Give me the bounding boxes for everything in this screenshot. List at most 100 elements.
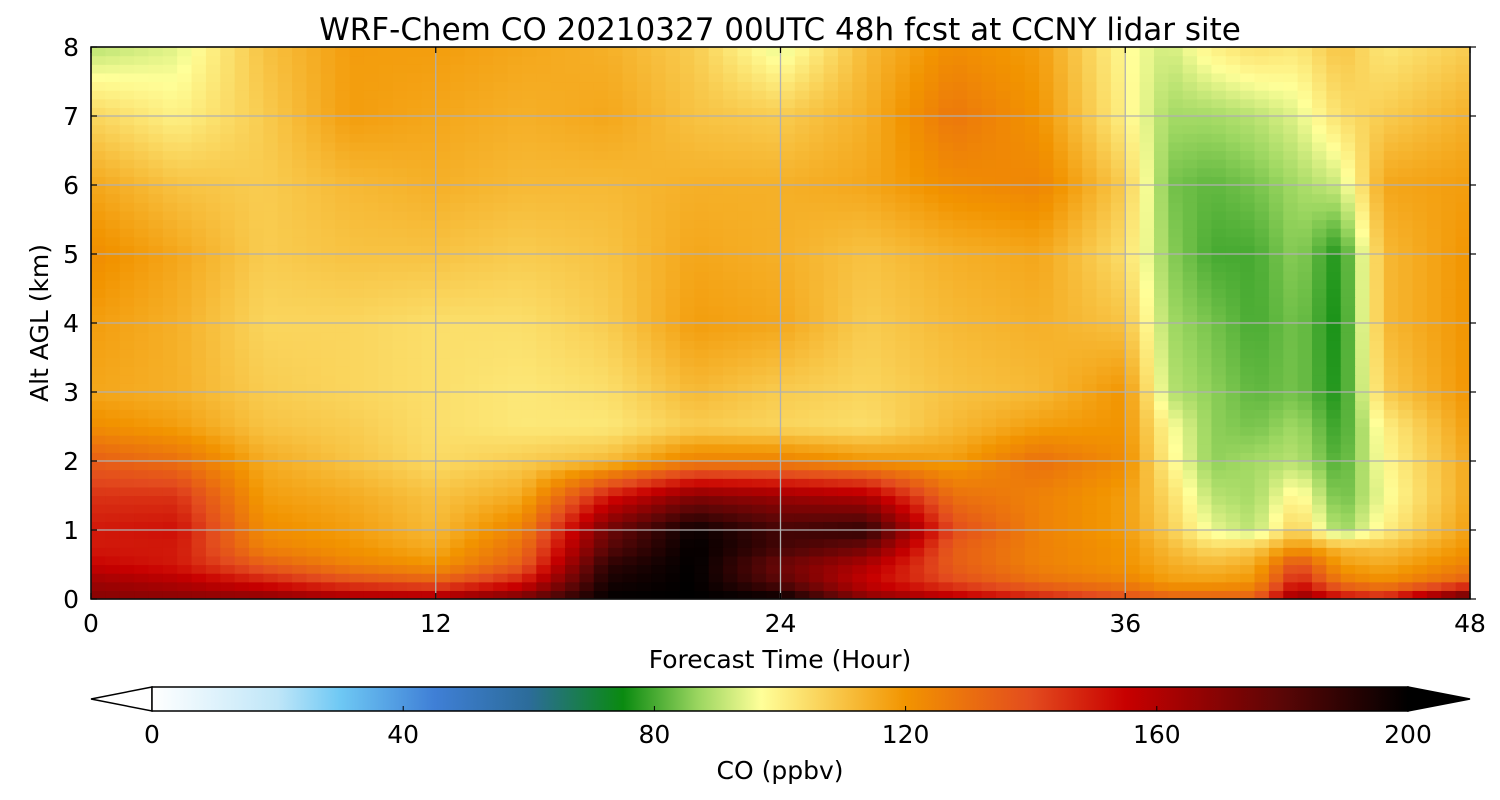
heatmap-cell [1197, 426, 1213, 436]
heatmap-cell [91, 521, 106, 531]
heatmap-cell [1067, 590, 1083, 599]
heatmap-cell [608, 176, 624, 186]
heatmap-cell [1240, 228, 1256, 238]
heatmap-cell [363, 202, 379, 212]
heatmap-cell [1355, 262, 1371, 272]
heatmap-cell [550, 504, 566, 514]
heatmap-cell [263, 271, 279, 281]
heatmap-cell [493, 435, 509, 445]
heatmap-cell [1254, 590, 1270, 599]
heatmap-cell [895, 348, 911, 359]
heatmap-cell [493, 417, 509, 428]
heatmap-cell [1024, 150, 1040, 160]
heatmap-cell [823, 150, 839, 160]
heatmap-cell [1082, 323, 1098, 333]
heatmap-cell [521, 331, 537, 341]
heatmap-cell [938, 357, 954, 367]
heatmap-cell [1225, 340, 1241, 350]
heatmap-cell [1455, 305, 1470, 315]
heatmap-cell [708, 357, 724, 367]
heatmap-cell [909, 564, 925, 574]
heatmap-cell [148, 176, 164, 186]
heatmap-cell [105, 409, 121, 419]
heatmap-cell [220, 512, 236, 522]
heatmap-cell [1340, 392, 1356, 402]
heatmap-cell [694, 219, 710, 229]
heatmap-cell [694, 581, 710, 591]
heatmap-cell [306, 435, 322, 445]
heatmap-cell [1110, 461, 1126, 471]
heatmap-cell [708, 228, 724, 238]
heatmap-cell [995, 486, 1011, 497]
heatmap-cell [191, 564, 207, 574]
heatmap-cell [1412, 512, 1428, 522]
heatmap-cell [162, 400, 178, 410]
heatmap-cell [995, 297, 1011, 307]
heatmap-cell [1240, 469, 1256, 479]
heatmap-cell [924, 521, 940, 531]
heatmap-cell [881, 426, 897, 436]
heatmap-cell [809, 590, 825, 599]
heatmap-cell [708, 236, 724, 246]
heatmap-cell [1067, 417, 1083, 428]
heatmap-cell [1240, 495, 1256, 505]
heatmap-cell [565, 530, 580, 540]
heatmap-cell [794, 478, 810, 488]
heatmap-cell [550, 228, 566, 238]
heatmap-cell [91, 530, 106, 540]
heatmap-cell [450, 348, 466, 359]
heatmap-cell [751, 409, 767, 419]
heatmap-cell [737, 590, 753, 599]
heatmap-cell [1039, 297, 1055, 307]
heatmap-cell [1125, 167, 1141, 177]
heatmap-cell [191, 314, 207, 324]
heatmap-cell [249, 305, 264, 315]
heatmap-cell [363, 547, 379, 557]
heatmap-cell [1340, 564, 1356, 574]
heatmap-cell [651, 297, 667, 307]
heatmap-cell [593, 297, 609, 307]
heatmap-cell [1225, 400, 1241, 410]
heatmap-cell [119, 236, 135, 246]
heatmap-cell [794, 495, 810, 505]
heatmap-cell [1383, 469, 1399, 479]
heatmap-cell [794, 254, 810, 264]
heatmap-cell [306, 469, 322, 479]
heatmap-cell [335, 478, 351, 488]
heatmap-cell [119, 297, 135, 307]
heatmap-cell [651, 400, 667, 410]
heatmap-cell [579, 297, 595, 307]
heatmap-cell [292, 254, 308, 264]
heatmap-cell [1268, 512, 1284, 522]
heatmap-cell [1082, 555, 1098, 566]
heatmap-cell [162, 530, 178, 540]
heatmap-cell [134, 469, 150, 479]
heatmap-cell [1110, 504, 1126, 514]
heatmap-cell [1197, 564, 1213, 574]
heatmap-cell [823, 555, 839, 566]
heatmap-cell [1240, 366, 1256, 376]
heatmap-cell [1369, 383, 1385, 393]
heatmap-cell [363, 530, 379, 540]
heatmap-cell [909, 331, 925, 341]
heatmap-cell [550, 555, 566, 566]
heatmap-cell [306, 228, 322, 238]
heatmap-cell [766, 323, 782, 333]
heatmap-cell [1355, 366, 1371, 376]
heatmap-cell [1010, 279, 1026, 290]
heatmap-cell [335, 176, 351, 186]
heatmap-cell [766, 159, 782, 169]
heatmap-cell [292, 495, 308, 505]
heatmap-cell [837, 262, 853, 272]
heatmap-cell [608, 167, 624, 177]
heatmap-cell [1067, 374, 1083, 384]
heatmap-cell [1197, 193, 1213, 203]
heatmap-cell [536, 271, 552, 281]
heatmap-cell [1398, 435, 1414, 445]
heatmap-cell [651, 202, 667, 212]
heatmap-cell [780, 323, 796, 333]
heatmap-cell [105, 443, 121, 453]
heatmap-cell [478, 512, 494, 522]
heatmap-cell [1283, 581, 1299, 591]
heatmap-cell [909, 486, 925, 497]
